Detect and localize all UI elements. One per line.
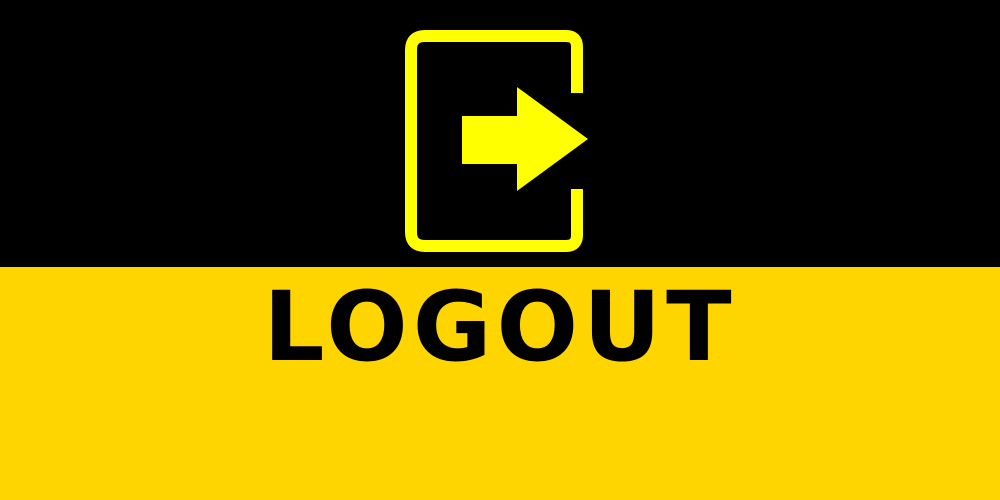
logout-label: LOGOUT xyxy=(263,271,737,383)
label-panel xyxy=(0,267,1000,500)
logout-door-arrow-icon xyxy=(405,30,588,252)
logout-icon xyxy=(405,30,595,252)
exit-arrow xyxy=(462,87,588,191)
door-frame xyxy=(405,30,583,252)
